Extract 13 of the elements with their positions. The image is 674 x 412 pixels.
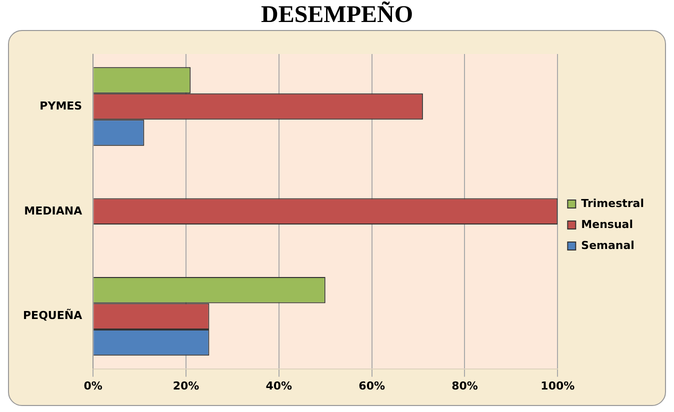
chart-title: DESEMPEÑO — [260, 0, 414, 30]
x-tick-label: 100% — [540, 379, 575, 392]
y-tick-label: MEDIANA — [24, 204, 83, 218]
x-tick-label: 80% — [452, 379, 478, 392]
x-tick-label: 0% — [84, 379, 102, 392]
x-tick-label: 60% — [358, 379, 386, 392]
x-tick-label: 20% — [172, 379, 200, 392]
legend-label: Semanal — [581, 238, 634, 252]
legend-label: Trimestral — [581, 196, 644, 210]
x-tick-label: 40% — [266, 379, 292, 392]
legend-label: Mensual — [581, 218, 633, 231]
y-tick-label: PYMES — [40, 99, 82, 112]
y-tick-label: PEQUEÑA — [23, 308, 83, 322]
